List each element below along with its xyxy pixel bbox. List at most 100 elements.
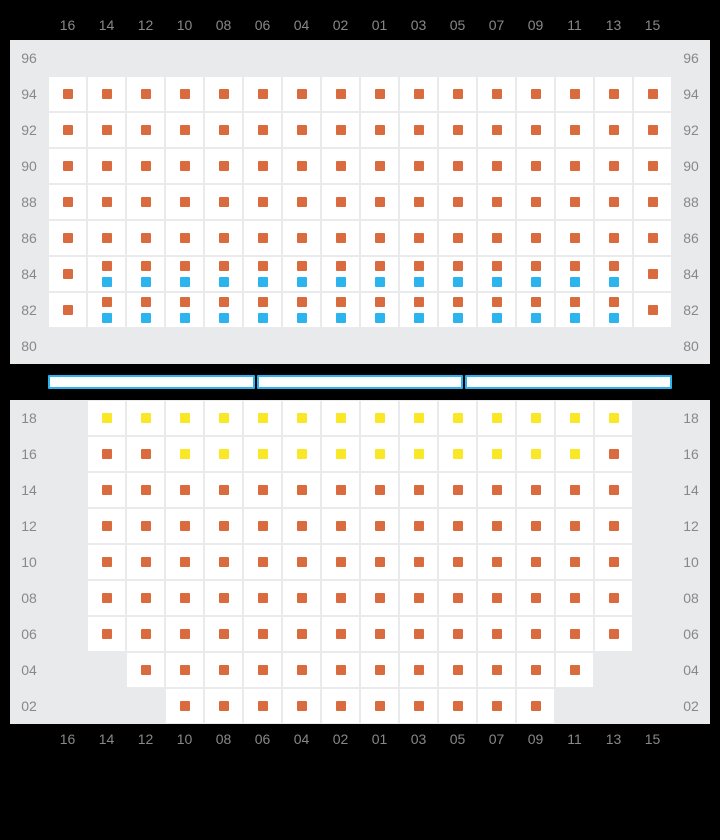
seat[interactable] [258, 449, 268, 459]
seat-cell[interactable] [594, 472, 633, 508]
seat[interactable] [219, 485, 229, 495]
seat-cell[interactable] [165, 292, 204, 328]
seat-cell[interactable] [48, 76, 87, 112]
seat[interactable] [141, 297, 151, 307]
seat-cell[interactable] [360, 184, 399, 220]
seat[interactable] [297, 297, 307, 307]
seat-cell[interactable] [204, 472, 243, 508]
seat[interactable] [63, 233, 73, 243]
seat[interactable] [531, 413, 541, 423]
seat[interactable] [63, 269, 73, 279]
seat[interactable] [297, 413, 307, 423]
seat[interactable] [453, 89, 463, 99]
seat-cell[interactable] [126, 400, 165, 436]
seat-cell[interactable] [282, 616, 321, 652]
seat[interactable] [531, 485, 541, 495]
seat-cell[interactable] [594, 184, 633, 220]
seat[interactable] [414, 629, 424, 639]
seat[interactable] [219, 277, 229, 287]
seat[interactable] [219, 413, 229, 423]
seat-cell[interactable] [243, 580, 282, 616]
seat[interactable] [609, 413, 619, 423]
seat-cell[interactable] [126, 220, 165, 256]
seat-cell[interactable] [321, 472, 360, 508]
seat[interactable] [570, 297, 580, 307]
seat[interactable] [570, 125, 580, 135]
seat-cell[interactable] [516, 580, 555, 616]
seat[interactable] [258, 665, 268, 675]
seat-cell[interactable] [438, 400, 477, 436]
seat[interactable] [297, 277, 307, 287]
seat[interactable] [453, 521, 463, 531]
seat[interactable] [102, 161, 112, 171]
seat-cell[interactable] [594, 544, 633, 580]
seat[interactable] [258, 197, 268, 207]
seat-cell[interactable] [87, 580, 126, 616]
seat-cell[interactable] [633, 220, 672, 256]
seat-cell[interactable] [555, 652, 594, 688]
seat-cell[interactable] [321, 688, 360, 724]
seat[interactable] [531, 449, 541, 459]
seat[interactable] [531, 261, 541, 271]
seat-cell[interactable] [321, 292, 360, 328]
seat[interactable] [141, 557, 151, 567]
seat-cell[interactable] [282, 112, 321, 148]
seat[interactable] [141, 161, 151, 171]
seat-cell[interactable] [555, 292, 594, 328]
seat-cell[interactable] [438, 256, 477, 292]
seat[interactable] [141, 413, 151, 423]
seat-cell[interactable] [516, 184, 555, 220]
seat[interactable] [648, 161, 658, 171]
seat-cell[interactable] [126, 580, 165, 616]
seat[interactable] [531, 665, 541, 675]
seat[interactable] [453, 557, 463, 567]
seat[interactable] [570, 485, 580, 495]
seat[interactable] [102, 313, 112, 323]
seat[interactable] [258, 261, 268, 271]
seat[interactable] [180, 629, 190, 639]
seat-cell[interactable] [555, 544, 594, 580]
seat[interactable] [414, 521, 424, 531]
seat[interactable] [180, 449, 190, 459]
seat[interactable] [414, 297, 424, 307]
seat-cell[interactable] [165, 400, 204, 436]
seat-cell[interactable] [555, 112, 594, 148]
seat-cell[interactable] [87, 220, 126, 256]
seat-cell[interactable] [126, 652, 165, 688]
seat[interactable] [609, 521, 619, 531]
seat[interactable] [453, 233, 463, 243]
seat[interactable] [570, 89, 580, 99]
seat-cell[interactable] [321, 148, 360, 184]
seat[interactable] [492, 261, 502, 271]
seat[interactable] [297, 89, 307, 99]
seat[interactable] [336, 557, 346, 567]
seat[interactable] [102, 277, 112, 287]
seat[interactable] [375, 277, 385, 287]
seat-cell[interactable] [48, 256, 87, 292]
seat-cell[interactable] [48, 148, 87, 184]
seat-cell[interactable] [87, 184, 126, 220]
seat-cell[interactable] [204, 508, 243, 544]
seat-cell[interactable] [165, 148, 204, 184]
seat-cell[interactable] [555, 508, 594, 544]
seat[interactable] [297, 261, 307, 271]
seat[interactable] [609, 557, 619, 567]
seat-cell[interactable] [243, 652, 282, 688]
seat[interactable] [219, 701, 229, 711]
seat-cell[interactable] [594, 616, 633, 652]
seat[interactable] [336, 701, 346, 711]
seat[interactable] [531, 593, 541, 603]
seat-cell[interactable] [243, 688, 282, 724]
seat[interactable] [648, 197, 658, 207]
seat-cell[interactable] [516, 472, 555, 508]
seat[interactable] [141, 125, 151, 135]
seat-cell[interactable] [243, 76, 282, 112]
seat-cell[interactable] [477, 616, 516, 652]
seat[interactable] [336, 629, 346, 639]
seat[interactable] [219, 557, 229, 567]
seat-cell[interactable] [243, 472, 282, 508]
seat-cell[interactable] [48, 184, 87, 220]
seat[interactable] [336, 449, 346, 459]
seat-cell[interactable] [594, 112, 633, 148]
seat[interactable] [492, 485, 502, 495]
